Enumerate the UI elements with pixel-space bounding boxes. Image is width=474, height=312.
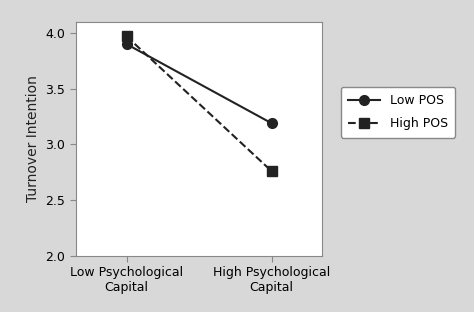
High POS [124,34,129,38]
Low POS [269,121,274,125]
Legend: Low POS, High POS: Low POS, High POS [341,87,455,138]
Line: Low POS: Low POS [122,39,276,128]
High POS [269,169,274,173]
Low POS [124,42,129,46]
Line: High POS: High POS [122,32,276,176]
Y-axis label: Turnover Intention: Turnover Intention [26,76,40,202]
